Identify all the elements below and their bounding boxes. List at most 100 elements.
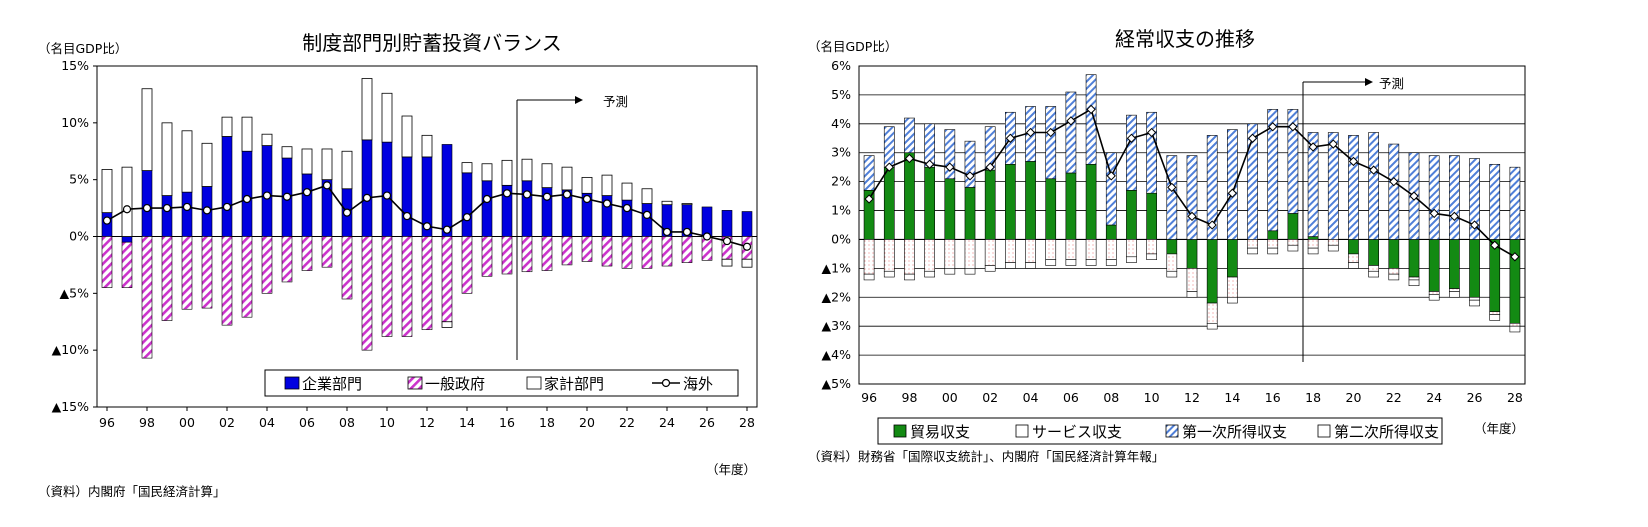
chart1-bar-government: [381, 236, 393, 337]
chart1-xtick-label: 22: [619, 415, 635, 430]
chart2-point-current-account: [1389, 176, 1399, 187]
chart2-point-current-account: [1247, 133, 1258, 143]
chart1-bar-government: [241, 236, 253, 318]
chart2-ytick-label: 6%: [831, 58, 851, 73]
chart2-bar-secondary-income: [904, 273, 915, 281]
chart1-forecast-marker: 予測: [516, 94, 628, 360]
chart2-point-current-account: [985, 162, 995, 172]
chart2-bar-services: [883, 239, 895, 272]
chart1-point-overseas: [282, 192, 292, 201]
chart2-bar-services: [924, 239, 935, 272]
chart2-bar-primary-income: [1227, 129, 1238, 240]
chart2-bar-secondary-income: [1085, 259, 1097, 266]
chart1-ytick-label: 15%: [61, 58, 89, 73]
chart2-bar-services: [1449, 288, 1460, 292]
chart2-point-current-account: [965, 171, 975, 181]
chart2-legend-label: 第一次所得収支: [1182, 423, 1287, 441]
chart2-xtick-label: 14: [1224, 390, 1240, 405]
chart1-point-overseas: [702, 232, 712, 241]
chart1-bar-government: [101, 236, 113, 288]
chart1-xtick-label: 06: [299, 415, 315, 430]
chart2-point-current-account: [1106, 171, 1116, 181]
chart2-bar-primary-income: [1267, 109, 1279, 232]
chart1-xtick-label: 02: [219, 415, 235, 430]
chart2-bar-services: [1146, 239, 1157, 255]
chart2-bar-services: [1166, 253, 1178, 272]
chart2-bar-trade: [1368, 239, 1379, 266]
chart2-bar-primary-income: [1489, 163, 1501, 240]
chart1-bar-household-neg: [741, 258, 753, 268]
chart1-ytick-label: ▲15%: [52, 399, 90, 414]
chart2-bar-services: [1307, 239, 1319, 249]
chart2-bar-trade: [1126, 190, 1137, 240]
chart2-bar-secondary-income: [1065, 259, 1077, 266]
chart1-bar-government: [321, 236, 333, 268]
chart1-bar-corporate: [641, 203, 653, 237]
chart1-bar-corporate: [441, 144, 453, 237]
chart2-bar-services: [1085, 239, 1097, 260]
chart1-bar-government: [441, 236, 453, 323]
chart1-bar-government: [461, 236, 473, 294]
chart2-point-current-account: [1429, 208, 1439, 219]
chart1-legend-label: 海外: [683, 375, 713, 393]
chart2-bar-secondary-income: [1368, 270, 1379, 278]
chart2-bar-services: [1489, 311, 1501, 315]
chart2-bar-services: [1005, 239, 1016, 263]
chart1-bar-corporate: [161, 195, 173, 237]
chart1-bar-household: [681, 203, 693, 206]
chart2-bar-secondary-income: [1469, 299, 1480, 307]
chart2-legend-label: サービス収支: [1032, 423, 1122, 441]
chart2-bar-trade: [1045, 178, 1057, 240]
chart2-bar-primary-income: [883, 126, 895, 168]
chart2-bar-secondary-income: [1186, 291, 1198, 298]
chart1-bar-corporate: [701, 206, 713, 237]
chart2-bar-trade: [1005, 163, 1016, 240]
chart2-bar-services: [1327, 239, 1339, 246]
chart2-point-current-account: [1409, 191, 1419, 201]
chart1-bar-government: [481, 236, 493, 277]
chart1-bar-government: [361, 236, 373, 351]
chart1-point-overseas: [402, 211, 412, 221]
chart2-point-current-account: [1308, 142, 1318, 152]
chart1-point-overseas: [302, 188, 312, 197]
chart2-bar-secondary-income: [944, 268, 956, 275]
chart2-bar-secondary-income: [1045, 259, 1057, 266]
chart1-point-overseas: [462, 213, 472, 222]
chart2-ytick-label: ▲4%: [822, 347, 852, 362]
chart2-bar-secondary-income: [1126, 256, 1137, 263]
chart1-ytick-label: ▲5%: [60, 285, 90, 300]
chart2-xtick-label: 12: [1184, 390, 1200, 405]
chart2-bar-trade: [984, 169, 996, 240]
chart1-bar-household: [641, 188, 653, 204]
chart2-xtick-label: 22: [1386, 390, 1402, 405]
chart1-point-overseas: [482, 194, 492, 204]
chart2-bar-primary-income: [1045, 106, 1057, 180]
chart2-point-current-account: [1227, 188, 1238, 198]
chart2-bar-services: [1025, 239, 1036, 263]
chart2-xtick-label: 10: [1144, 390, 1160, 405]
chart1-legend-label: 家計部門: [544, 375, 604, 393]
chart2-xtick-label: 06: [1063, 390, 1079, 405]
chart1-legend-label: 一般政府: [425, 375, 485, 393]
chart1-bar-household: [541, 163, 553, 189]
chart2-point-current-account: [1268, 122, 1278, 132]
chart2-bar-trade: [964, 187, 976, 240]
chart1-xtick-label: 12: [419, 415, 435, 430]
chart2-bar-primary-income: [1166, 155, 1178, 240]
chart2-bar-services: [904, 239, 915, 275]
chart2-xtick-label: 02: [982, 390, 998, 405]
chart1-bar-government: [201, 236, 213, 309]
chart1-bar-corporate: [121, 236, 133, 243]
chart2-bar-secondary-income: [964, 268, 976, 275]
chart1-point-overseas: [602, 199, 612, 208]
chart2-bar-services: [863, 239, 875, 275]
chart2-point-current-account: [884, 162, 894, 172]
chart2-bar-trade: [1166, 239, 1178, 255]
chart2-bar-secondary-income: [924, 270, 935, 278]
chart1-point-overseas: [322, 181, 332, 190]
chart2-bar-trade: [1105, 224, 1117, 240]
chart2-bar-secondary-income: [1428, 294, 1440, 301]
chart1-bar-household: [461, 162, 473, 174]
chart1-point-overseas: [622, 203, 632, 213]
chart1-point-overseas: [382, 191, 392, 200]
